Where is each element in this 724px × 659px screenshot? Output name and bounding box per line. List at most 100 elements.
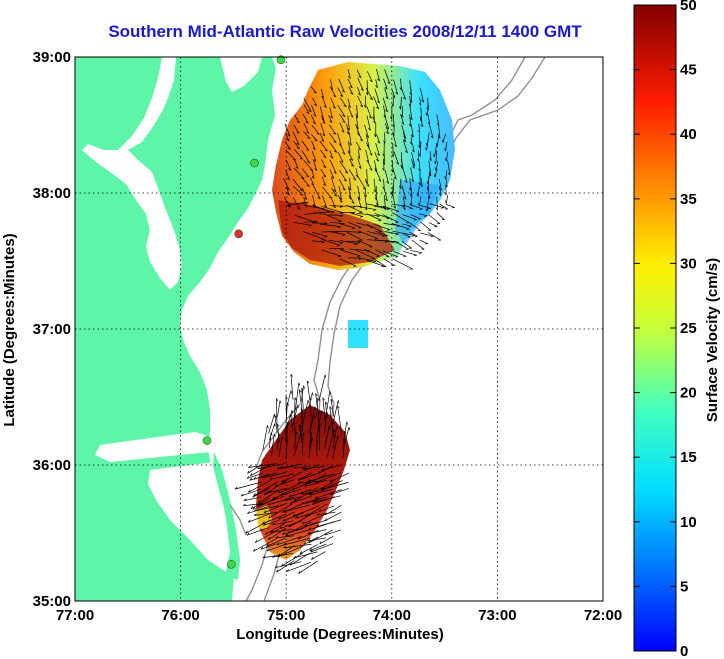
velocity-vector [349, 212, 363, 217]
velocity-vector [281, 552, 303, 567]
velocity-vector [298, 389, 304, 418]
velocity-vector [410, 124, 414, 138]
velocity-arrowhead [245, 530, 248, 534]
velocity-vector [304, 519, 328, 528]
x-tick-label: 76:00 [161, 607, 199, 624]
velocity-vector [294, 149, 304, 160]
velocity-arrowhead [334, 194, 337, 197]
x-tick-label: 73:00 [478, 607, 516, 624]
velocity-vector [366, 80, 369, 95]
velocity-arrowhead [382, 167, 385, 171]
velocity-arrowhead [252, 506, 256, 510]
velocity-arrowhead [287, 177, 290, 181]
velocity-vector [328, 132, 337, 143]
velocity-arrowhead [373, 189, 376, 193]
velocity-vector [383, 78, 388, 90]
velocity-vector [383, 195, 386, 211]
velocity-arrowhead [290, 373, 293, 377]
velocity-arrowhead [288, 168, 292, 171]
velocity-arrowhead [419, 208, 423, 210]
velocity-vector [374, 160, 378, 173]
velocity-vector [254, 505, 279, 512]
velocity-arrowhead [304, 524, 308, 528]
velocity-vector [285, 149, 296, 161]
velocity-arrowhead [298, 481, 302, 484]
velocity-arrowhead [326, 411, 329, 415]
velocity-vector [283, 196, 291, 208]
velocity-vector [392, 143, 394, 157]
velocity-arrowhead [358, 231, 362, 234]
velocity-arrowhead [248, 465, 252, 468]
velocity-vector [339, 170, 347, 182]
velocity-vector [357, 131, 363, 142]
velocity-arrowhead [332, 106, 336, 109]
velocity-vector [313, 495, 341, 503]
velocity-vector [447, 160, 451, 176]
velocity-arrowhead [322, 397, 325, 401]
velocity-arrowhead [308, 527, 311, 531]
velocity-arrowhead [292, 513, 296, 517]
velocity-vector [366, 203, 385, 208]
velocity-arrowhead [329, 479, 332, 483]
y-axis-ticks: 39:00 38:00 37:00 36:00 35:00 [33, 49, 71, 610]
velocity-vector [419, 96, 422, 106]
velocity-arrowhead [329, 406, 332, 410]
velocity-arrowhead [297, 207, 301, 210]
velocity-arrowhead [319, 541, 322, 545]
velocity-vector [332, 435, 339, 459]
velocity-vector [409, 232, 418, 237]
velocity-arrowhead [441, 218, 445, 221]
velocity-vector [429, 203, 444, 208]
velocity-vector [338, 186, 342, 200]
velocity-arrowhead [250, 506, 253, 510]
velocity-vector [303, 131, 311, 139]
velocity-vector [384, 88, 389, 99]
velocity-vector [321, 212, 342, 222]
velocity-vector [394, 240, 409, 250]
velocity-vector [310, 177, 315, 186]
velocity-arrowhead [262, 475, 265, 479]
velocity-arrowhead [303, 385, 305, 389]
velocity-vector [410, 214, 421, 220]
velocity-arrowhead [438, 193, 442, 196]
velocity-arrowhead [418, 102, 422, 106]
velocity-arrowhead [287, 402, 289, 406]
velocity-vector [382, 97, 388, 113]
velocity-vector [326, 391, 331, 410]
velocity-arrowhead [445, 184, 448, 188]
velocity-vector [293, 551, 318, 559]
velocity-arrowhead [330, 115, 333, 119]
velocity-vector [330, 488, 349, 496]
velocity-vector [303, 98, 312, 113]
velocity-arrowhead [310, 424, 313, 428]
velocity-arrowhead [421, 99, 424, 103]
velocity-arrowhead [249, 477, 253, 481]
velocity-arrowhead [278, 516, 281, 520]
velocity-vector [285, 169, 290, 180]
velocity-arrowhead [425, 208, 428, 212]
velocity-vector [337, 405, 342, 433]
velocity-vector [329, 406, 334, 434]
velocity-vector [376, 134, 381, 144]
velocity-vector [418, 161, 421, 172]
velocity-vector [284, 123, 291, 137]
velocity-vector [367, 230, 385, 237]
velocity-arrowhead [276, 398, 279, 402]
velocity-vector [310, 543, 334, 553]
velocity-arrowhead [372, 116, 375, 120]
velocity-vector [324, 511, 342, 522]
velocity-arrowhead [278, 490, 281, 494]
velocity-vector [358, 149, 360, 159]
velocity-vector [329, 472, 350, 483]
velocity-vector [339, 161, 349, 174]
velocity-arrowhead [365, 92, 369, 96]
velocity-arrowhead [411, 179, 414, 183]
velocity-vector [301, 168, 310, 178]
albemarle-sound [95, 432, 214, 462]
velocity-vector [339, 113, 346, 123]
velocity-vector [391, 160, 394, 173]
velocity-arrowhead [391, 103, 394, 107]
velocity-vector [438, 123, 441, 139]
velocity-arrowhead [332, 132, 336, 135]
velocity-vector [320, 115, 326, 124]
